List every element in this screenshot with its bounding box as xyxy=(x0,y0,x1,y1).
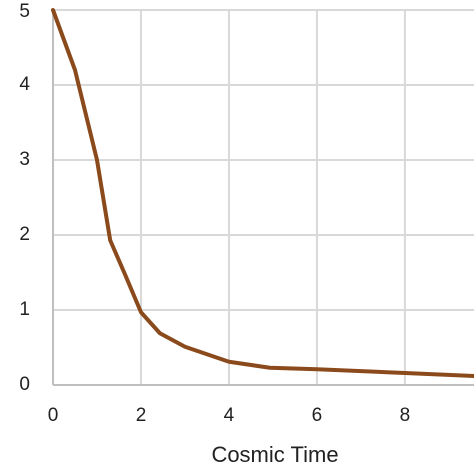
x-tick-label: 0 xyxy=(48,405,59,426)
x-tick-label: 6 xyxy=(312,405,323,426)
y-tick-label: 5 xyxy=(19,1,30,22)
y-tick-label: 4 xyxy=(19,74,30,95)
y-tick-label: 0 xyxy=(19,374,30,395)
x-tick-label: 4 xyxy=(224,405,235,426)
x-axis-label: Cosmic Time xyxy=(211,442,338,467)
x-tick-label: 8 xyxy=(400,405,411,426)
x-tick-label: 2 xyxy=(136,405,147,426)
line-series xyxy=(51,8,474,378)
y-tick-label: 3 xyxy=(19,149,30,170)
y-tick-label: 2 xyxy=(19,224,30,245)
y-tick-label: 1 xyxy=(19,299,30,320)
